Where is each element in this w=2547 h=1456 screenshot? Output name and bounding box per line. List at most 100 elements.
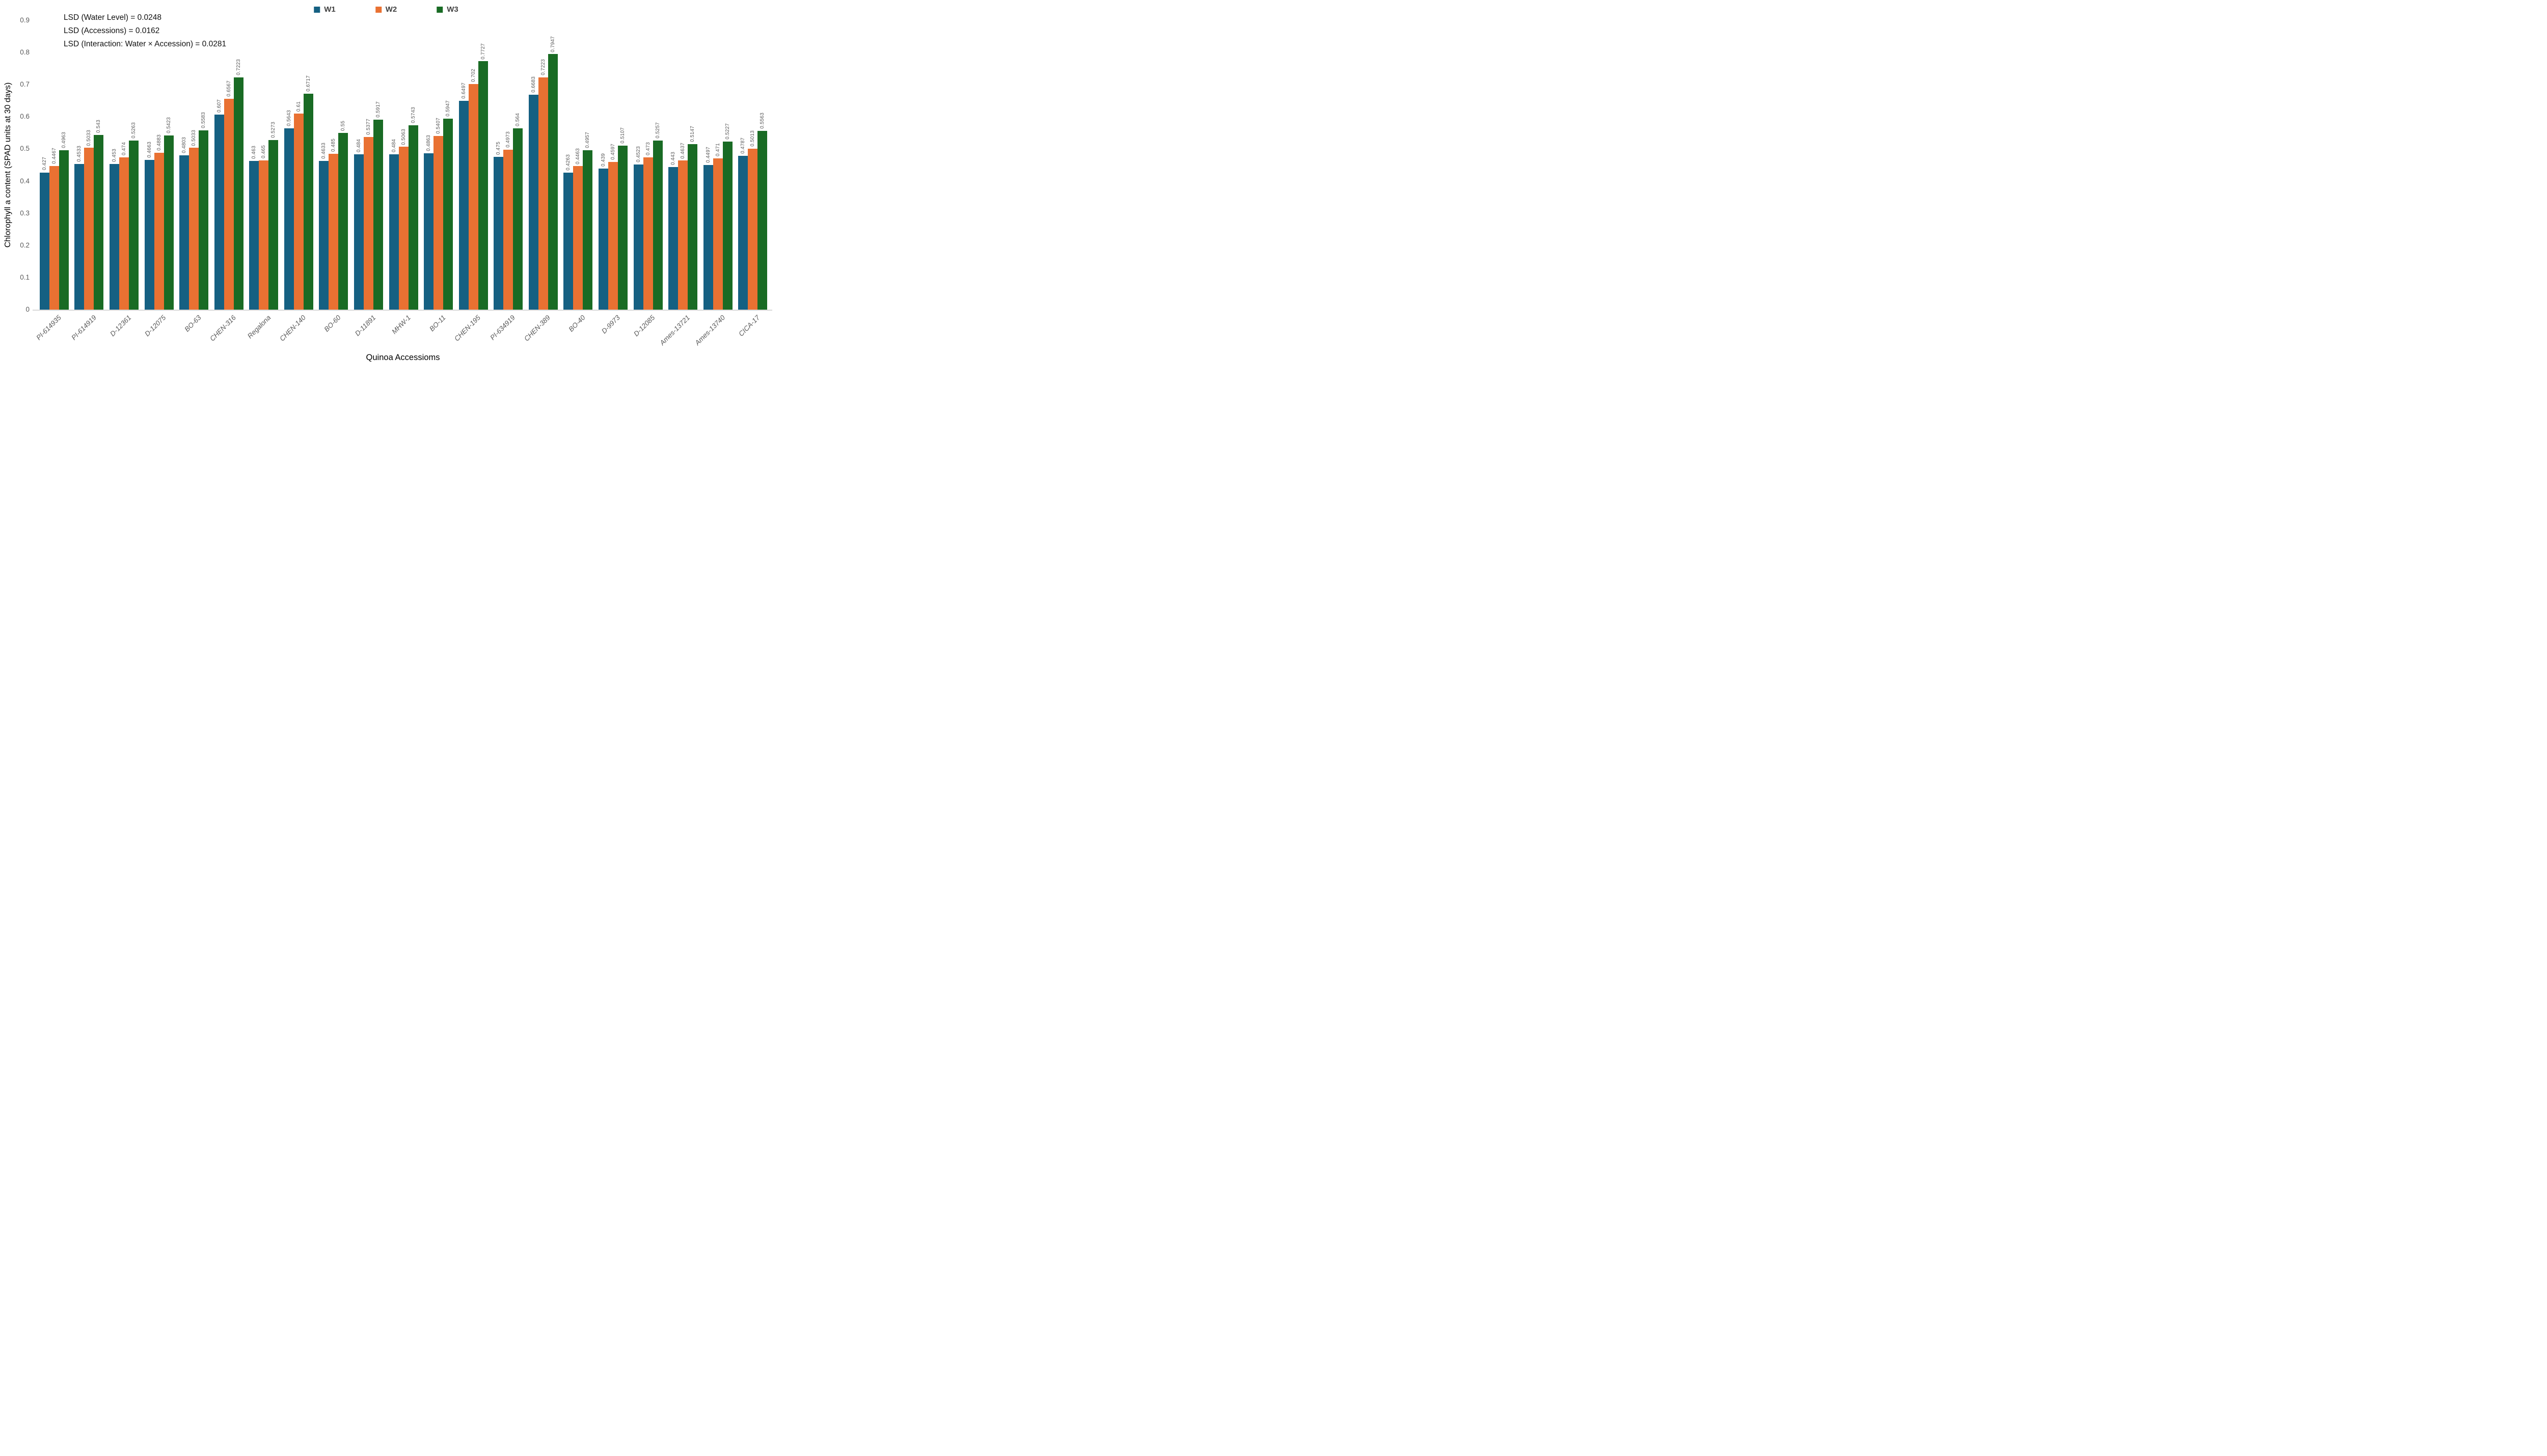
value-label-W2-BO-40: 0.4463 <box>575 148 581 164</box>
bar-W2-CHEN-140 <box>293 114 304 310</box>
value-label-W1-Ames-13721: 0.443 <box>670 152 676 166</box>
value-label-W3-PI-614935: 0.4963 <box>61 131 67 148</box>
value-label-W3-BO-60: 0.55 <box>340 120 346 131</box>
y-tick-label: 0.4 <box>20 177 30 185</box>
legend-item-W3: W3 <box>437 5 458 14</box>
value-label-W3-D-12075: 0.5423 <box>166 117 172 133</box>
value-label-W3-BO-11: 0.5947 <box>445 100 451 117</box>
x-category-label-D-12085: D-12085 <box>632 314 657 338</box>
bar-W1-CICA-17 <box>738 155 748 310</box>
bar-W1-D-12361 <box>109 164 119 310</box>
x-category-label-Regalona: Regalona <box>246 314 273 340</box>
value-label-W2-PI-614919: 0.5033 <box>86 129 92 146</box>
value-label-W3-D-12085: 0.5257 <box>655 122 661 139</box>
bar-W3-MHW-1 <box>408 125 418 310</box>
value-label-W1-CHEN-195: 0.6497 <box>460 83 467 99</box>
x-category-label-BO-60: BO-60 <box>322 314 342 334</box>
value-label-W2-D-12361: 0.474 <box>121 142 127 155</box>
bar-W3-CHEN-389 <box>548 54 558 310</box>
lsd-line-2: LSD (Accessions) = 0.0162 <box>64 26 160 35</box>
bar-W2-BO-60 <box>329 153 339 310</box>
x-category-label-CHEN-316: CHEN-316 <box>208 314 237 343</box>
bar-W3-BO-40 <box>583 150 593 310</box>
value-label-W2-PI-614935: 0.4467 <box>51 148 57 164</box>
value-label-W1-D-9973: 0.439 <box>600 153 606 167</box>
value-label-W3-CHEN-389: 0.7947 <box>550 36 556 52</box>
x-axis-title: Quinoa Accessioms <box>366 353 440 362</box>
value-label-W3-CHEN-140: 0.6717 <box>305 75 311 92</box>
bar-W3-BO-11 <box>443 118 453 310</box>
bar-W3-Ames-13721 <box>688 144 698 310</box>
value-label-W2-BO-11: 0.5407 <box>436 117 442 134</box>
bar-W1-Ames-13740 <box>703 165 713 310</box>
x-category-label-D-12361: D-12361 <box>108 314 133 338</box>
value-label-W2-CICA-17: 0.5013 <box>750 130 756 147</box>
value-label-W1-Regalona: 0.463 <box>251 145 257 159</box>
legend-label: W1 <box>324 5 336 14</box>
value-label-W1-BO-11: 0.4863 <box>426 135 432 152</box>
bar-W2-PI-614919 <box>84 148 94 310</box>
bar-W1-Regalona <box>249 160 259 310</box>
y-tick-label: 0.7 <box>20 80 30 89</box>
bar-W3-PI-614935 <box>59 150 69 310</box>
bar-W3-CHEN-195 <box>478 61 488 310</box>
bar-W1-Ames-13721 <box>668 167 679 310</box>
legend-swatch-W1 <box>314 6 320 13</box>
value-label-W2-D-12075: 0.4883 <box>156 134 162 151</box>
value-label-W3-CHEN-316: 0.7223 <box>235 59 241 76</box>
value-label-W3-CHEN-195: 0.7727 <box>480 43 486 60</box>
y-tick-label: 0.6 <box>20 113 30 121</box>
bar-W3-PI-634919 <box>513 128 523 310</box>
value-label-W2-BO-63: 0.5033 <box>191 129 197 146</box>
bar-W2-BO-63 <box>189 148 199 310</box>
bar-W2-D-12361 <box>119 157 129 310</box>
bar-W2-PI-634919 <box>503 150 513 310</box>
value-label-W3-Ames-13740: 0.5227 <box>724 123 730 140</box>
x-category-label-BO-40: BO-40 <box>567 314 587 334</box>
value-label-W3-PI-614919: 0.543 <box>96 120 102 133</box>
value-label-W3-D-12361: 0.5263 <box>130 122 137 139</box>
bar-W1-PI-634919 <box>494 157 504 310</box>
lsd-line-3: LSD (Interaction: Water × Accession) = 0… <box>64 40 227 48</box>
value-label-W3-BO-63: 0.5583 <box>201 112 207 128</box>
value-label-W2-BO-60: 0.485 <box>331 138 337 152</box>
x-category-label-D-12075: D-12075 <box>143 314 168 338</box>
bar-W3-PI-614919 <box>94 135 104 310</box>
legend-item-W1: W1 <box>314 5 336 14</box>
bar-W1-BO-63 <box>179 155 189 310</box>
value-label-W3-PI-634919: 0.564 <box>515 113 521 127</box>
bar-W1-D-12075 <box>144 159 154 310</box>
value-label-W3-CICA-17: 0.5563 <box>760 113 766 129</box>
value-label-W2-D-11891: 0.5377 <box>365 118 371 135</box>
bar-W1-CHEN-316 <box>214 114 224 310</box>
value-label-W1-CHEN-389: 0.6683 <box>530 76 536 93</box>
bar-W2-D-9973 <box>608 161 618 310</box>
bar-W2-D-11891 <box>363 136 373 310</box>
bar-W2-CHEN-389 <box>538 77 548 310</box>
x-category-label-Ames-13740: Ames-13740 <box>693 314 726 347</box>
x-category-label-PI-614919: PI-614919 <box>69 314 98 342</box>
value-label-W2-CHEN-389: 0.7223 <box>540 59 546 76</box>
y-tick-label: 0.1 <box>20 273 30 281</box>
value-label-W2-D-9973: 0.4597 <box>610 144 616 160</box>
bar-W2-PI-614935 <box>49 166 59 310</box>
x-category-label-CICA-17: CICA-17 <box>737 314 762 338</box>
legend-swatch-W3 <box>437 6 443 13</box>
value-label-W3-Ames-13721: 0.5147 <box>690 126 696 143</box>
bar-W3-CHEN-316 <box>233 77 243 310</box>
x-category-label-CHEN-389: CHEN-389 <box>523 314 552 343</box>
bar-W3-BO-60 <box>338 132 348 310</box>
value-label-W1-CICA-17: 0.4787 <box>740 138 746 154</box>
bar-W2-Regalona <box>259 160 269 310</box>
x-category-label-CHEN-195: CHEN-195 <box>452 314 482 343</box>
x-category-label-PI-614935: PI-614935 <box>35 314 63 342</box>
lsd-line-1: LSD (Water Level) = 0.0248 <box>64 13 161 22</box>
bar-W1-CHEN-140 <box>284 128 294 310</box>
bar-W2-CHEN-316 <box>224 98 234 310</box>
y-tick-label: 0.5 <box>20 145 30 153</box>
value-label-W2-Regalona: 0.465 <box>261 145 267 158</box>
y-tick-label: 0.8 <box>20 48 30 57</box>
legend-swatch-W2 <box>375 6 382 13</box>
value-label-W1-PI-614935: 0.427 <box>41 157 47 171</box>
y-tick-label: 0 <box>25 306 30 313</box>
